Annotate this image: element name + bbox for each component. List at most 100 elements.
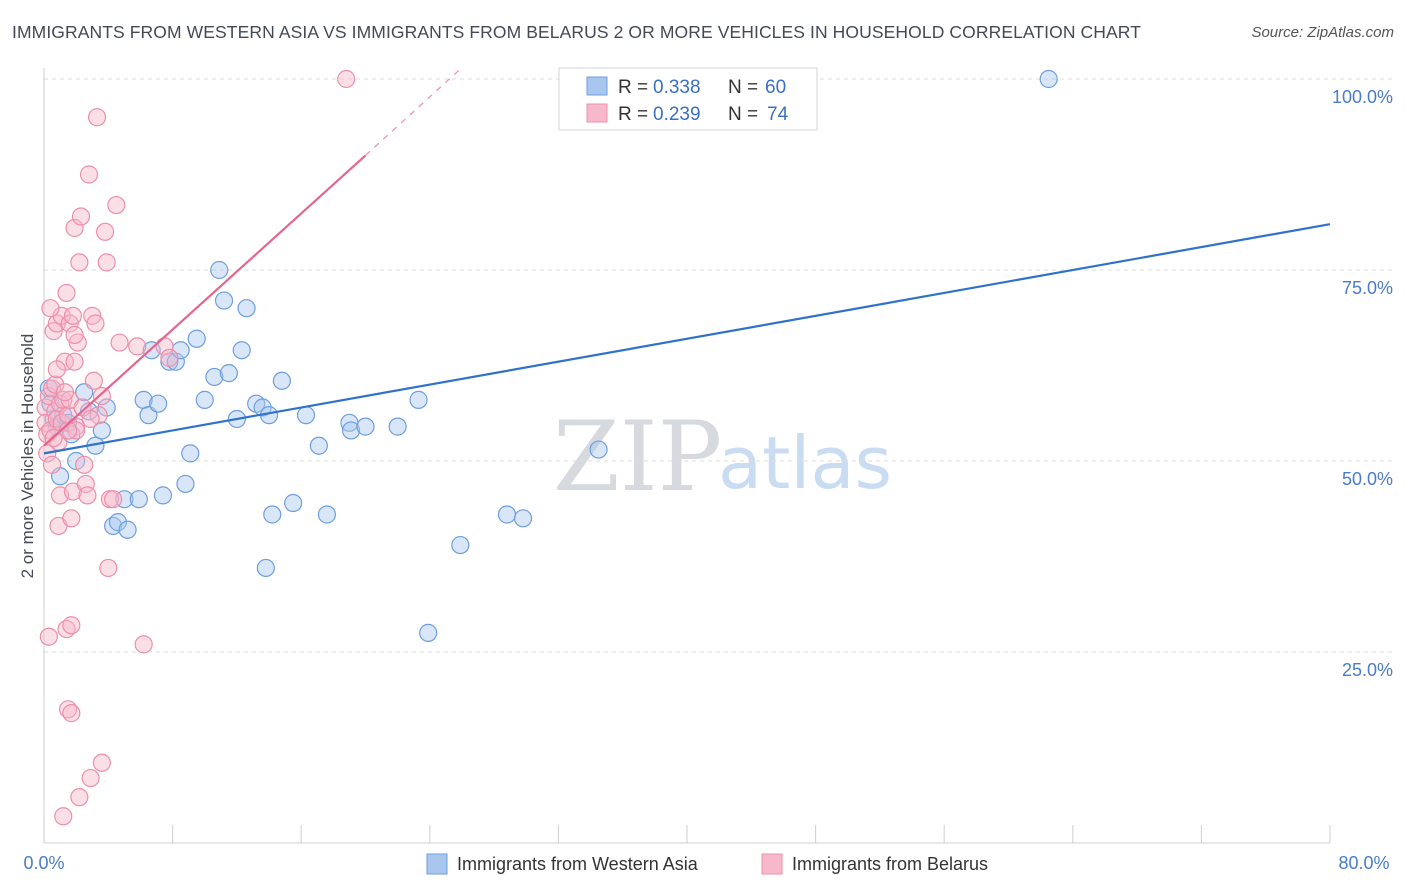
western-asia-point: [92, 421, 111, 440]
belarus-point: [62, 509, 81, 528]
belarus-point: [54, 807, 73, 826]
western-asia-point: [232, 341, 251, 360]
western-asia-point: [153, 486, 173, 505]
legend-swatch-blue: [586, 76, 608, 96]
watermark-atlas: atlas: [718, 421, 892, 505]
trend-lines: [43, 67, 1331, 455]
western-asia-point: [263, 505, 282, 524]
belarus-point: [86, 314, 105, 333]
western-asia-point: [272, 371, 292, 390]
bottom-legend-swatch-pink: [761, 853, 783, 875]
bottom-legend-swatch-blue: [426, 853, 448, 875]
belarus-point: [65, 325, 84, 345]
belarus-point: [92, 386, 111, 406]
series-western-asia-points: [39, 69, 1058, 643]
legend-n-label-pink: N =: [728, 104, 758, 125]
western-asia-point: [214, 291, 234, 310]
western-asia-point: [419, 623, 438, 643]
bottom-legend-label-blue: Immigrants from Western Asia: [457, 854, 699, 874]
western-asia-point: [108, 513, 128, 532]
belarus-point: [337, 69, 356, 89]
western-asia-point: [176, 474, 195, 494]
y-tick-labels: 25.0% 50.0% 75.0% 100.0%: [1332, 87, 1393, 680]
western-asia-point: [284, 493, 303, 513]
series-belarus-points: [36, 69, 356, 826]
belarus-point: [65, 218, 84, 238]
western-asia-point: [253, 398, 272, 417]
y-tick-label-25: 25.0%: [1342, 660, 1393, 680]
western-asia-point: [195, 390, 214, 409]
belarus-point: [84, 371, 103, 390]
bottom-legend-label-pink: Immigrants from Belarus: [792, 854, 988, 874]
belarus-point: [75, 455, 94, 474]
western-asia-point: [409, 390, 428, 409]
belarus-point: [55, 383, 74, 402]
legend-r-label-pink: R =: [618, 104, 648, 125]
western-asia-point: [129, 490, 148, 509]
y-tick-label-75: 75.0%: [1342, 278, 1393, 298]
x-tick-label-max: 80.0%: [1338, 853, 1389, 873]
x-axis-ticks: [43, 825, 1331, 843]
belarus-point: [97, 253, 116, 272]
legend-r-value-pink: 0.239: [653, 104, 701, 125]
belarus-point: [78, 486, 97, 505]
belarus-point: [104, 490, 123, 509]
x-tick-label-min: 0.0%: [23, 853, 64, 873]
y-tick-label-50: 50.0%: [1342, 469, 1393, 489]
trend-line-western-asia: [43, 223, 1331, 455]
legend-n-value-blue: 60: [765, 77, 786, 98]
belarus-point: [134, 635, 153, 654]
belarus-point: [79, 165, 99, 184]
trend-line-belarus: [43, 154, 367, 447]
legend-n-label-blue: N =: [728, 77, 758, 98]
western-asia-point: [237, 299, 256, 318]
western-asia-point: [296, 406, 316, 425]
western-asia-point: [341, 421, 361, 440]
belarus-point: [36, 398, 55, 417]
western-asia-point: [388, 417, 407, 436]
correlation-legend: R = 0.338 N = 60 R = 0.239 N = 74: [558, 67, 818, 131]
western-asia-point: [497, 505, 517, 524]
belarus-point: [95, 222, 115, 241]
belarus-point: [39, 627, 58, 646]
belarus-point: [128, 337, 147, 356]
legend-r-value-blue: 0.338: [653, 77, 701, 98]
western-asia-point: [317, 505, 337, 524]
belarus-point: [65, 352, 84, 371]
belarus-point: [81, 768, 100, 788]
western-asia-point: [118, 520, 137, 539]
y-axis-label: 2 or more Vehicles in Household: [18, 334, 37, 579]
belarus-point: [62, 704, 81, 723]
belarus-point: [70, 253, 89, 272]
western-asia-point: [356, 417, 375, 436]
belarus-point: [81, 409, 100, 429]
belarus-point: [110, 333, 129, 352]
western-asia-point: [256, 558, 275, 578]
series-legend: Immigrants from Western Asia Immigrants …: [426, 853, 988, 875]
legend-n-value-pink: 74: [767, 104, 789, 125]
belarus-point: [41, 299, 60, 318]
western-asia-point: [205, 367, 224, 387]
grid-lines: [44, 78, 1392, 653]
source-credit: Source: ZipAtlas.com: [1251, 24, 1394, 41]
chart-title: IMMIGRANTS FROM WESTERN ASIA VS IMMIGRAN…: [12, 22, 1142, 42]
western-asia-point: [187, 329, 206, 348]
western-asia-point: [149, 394, 168, 413]
western-asia-point: [451, 535, 470, 555]
belarus-point: [63, 306, 83, 325]
belarus-point: [99, 558, 118, 578]
legend-r-label-blue: R =: [618, 77, 648, 98]
western-asia-point: [1039, 69, 1058, 89]
belarus-point: [42, 455, 62, 474]
western-asia-point: [181, 444, 200, 463]
belarus-point: [71, 207, 91, 226]
belarus-point: [92, 753, 111, 772]
belarus-point: [70, 788, 89, 807]
western-asia-point: [309, 436, 328, 455]
belarus-point: [87, 108, 107, 127]
y-tick-label-100: 100.0%: [1332, 87, 1393, 107]
western-asia-point: [589, 440, 608, 459]
trend-line-belarus-extension: [365, 67, 463, 156]
legend-swatch-pink: [586, 103, 608, 123]
